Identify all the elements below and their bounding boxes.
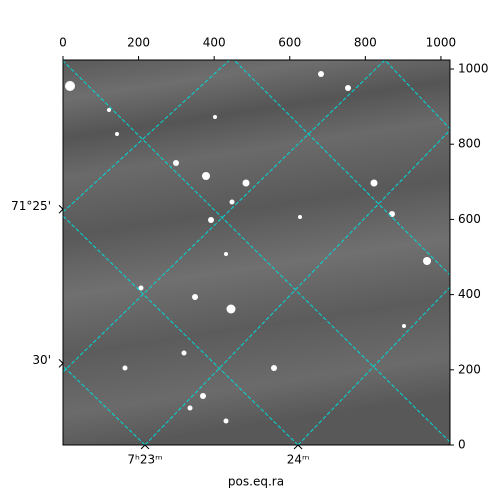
ra-grid-line	[63, 60, 231, 213]
y-tick-label: 1000	[458, 62, 489, 76]
x-tick-label: 1000	[426, 36, 457, 50]
y-tick-label: 0	[458, 438, 466, 452]
ra-tick-label: 7ʰ23ᵐ	[127, 453, 162, 467]
x-axis-label: pos.eq.ra	[228, 475, 284, 489]
ra-tick	[140, 444, 150, 450]
x-tick-label: 400	[203, 36, 226, 50]
dec-tick-label: 71°25'	[11, 199, 51, 213]
dec-grid-line	[384, 60, 450, 130]
ra-grid-line	[144, 129, 450, 445]
y-tick-label: 800	[458, 137, 481, 151]
y-tick-label: 200	[458, 362, 481, 376]
x-tick-label: 0	[59, 36, 67, 50]
ra-grid-line	[297, 286, 450, 445]
ra-tick	[293, 444, 303, 450]
x-tick-label: 600	[278, 36, 301, 50]
axes-frame	[62, 59, 451, 446]
dec-grid-line	[63, 365, 146, 445]
dec-grid-line	[63, 215, 299, 445]
dec-grid-line	[63, 60, 450, 443]
x-tick-label: 200	[127, 36, 150, 50]
dec-tick-label: 30'	[32, 353, 51, 367]
coordinate-grid	[63, 60, 450, 445]
dec-grid-line	[233, 60, 450, 276]
stars	[65, 71, 431, 424]
sky-image	[63, 60, 450, 445]
ra-tick-label: 24ᵐ	[287, 453, 310, 467]
x-tick-label: 800	[354, 36, 377, 50]
y-tick-label: 400	[458, 287, 481, 301]
dec-tick	[58, 204, 64, 214]
ra-grid-line	[63, 60, 386, 373]
dec-tick	[58, 359, 64, 368]
y-tick-label: 600	[458, 212, 481, 226]
